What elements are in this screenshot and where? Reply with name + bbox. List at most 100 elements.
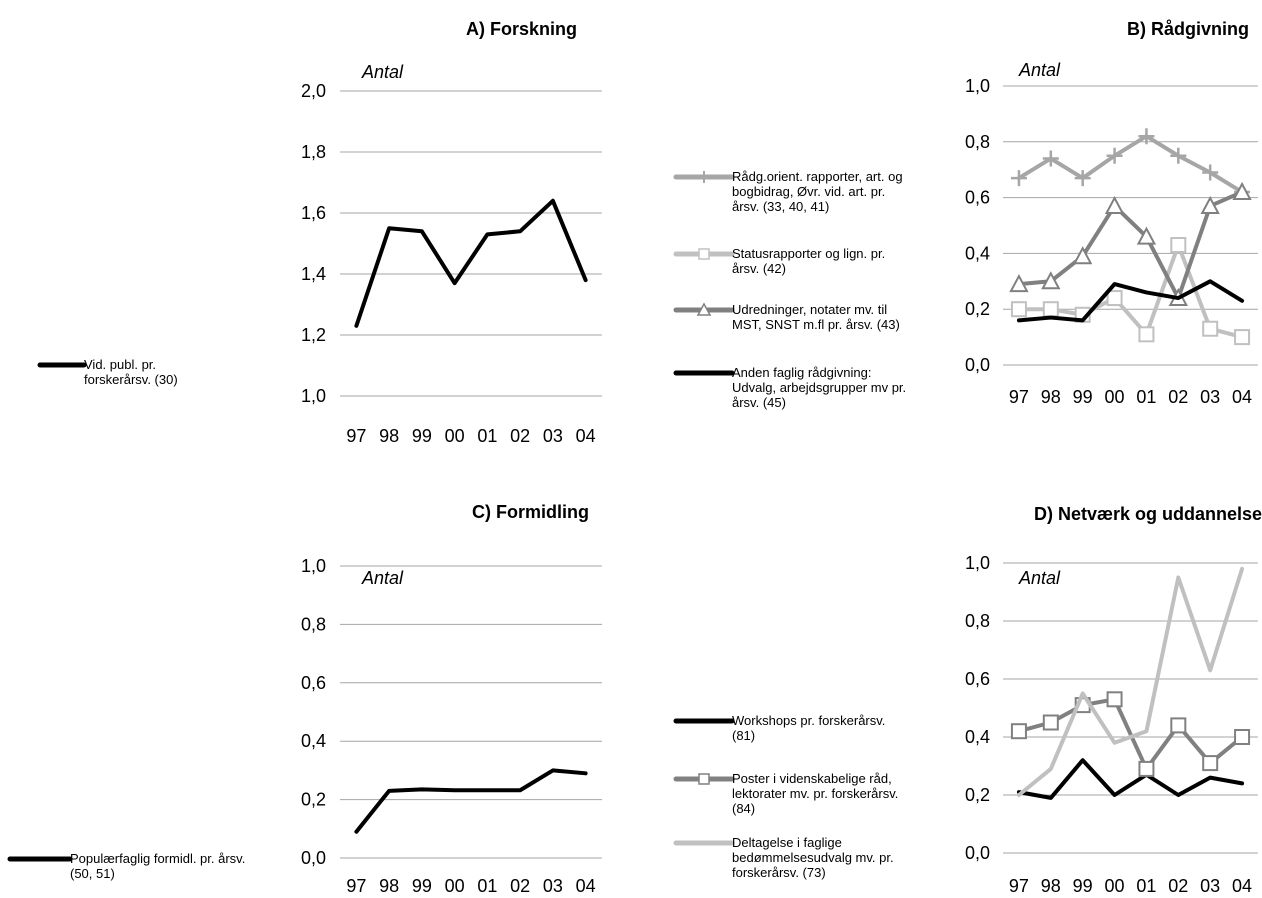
chart-3-series-1-point-5 [1170, 717, 1187, 734]
chart-1-ytick-5: 1,0 [965, 76, 990, 96]
chart-1-series-2-point-3 [1104, 195, 1125, 214]
chart-1-series-0-point-6 [1202, 164, 1219, 181]
chart-1-series-2-line [1016, 190, 1245, 301]
chart-2-ytick-1: 0,2 [301, 790, 326, 810]
chart-1-series-0-point-3 [1106, 147, 1123, 164]
chart-0-ytick-4: 1,8 [301, 142, 326, 162]
chart-0-ytick-2: 1,4 [301, 264, 326, 284]
chart-3-ytick-0: 0,0 [965, 843, 990, 863]
chart-0-xtick-7: 04 [576, 426, 596, 446]
chart-1-legend-2-marker [696, 302, 712, 316]
chart-2-xtick-4: 01 [477, 876, 497, 896]
chart-3-xtick-7: 04 [1232, 876, 1252, 896]
chart-2-xtick-1: 98 [379, 876, 399, 896]
chart-3: D) Netværk og uddannelse Antal 0,0 0,2 0,4 0,… [673, 504, 1262, 896]
chart-3-legend-1-text-1: lektorater mv. pr. forskerårsv. [732, 786, 898, 801]
chart-2-title: C) Formidling [472, 502, 589, 522]
chart-1-series-0-point-0 [1010, 170, 1027, 187]
chart-1-series-1-point-5 [1170, 237, 1187, 254]
chart-3-legend-2-text-2: forskerårsv. (73) [732, 865, 826, 880]
chart-3-xtick-1: 98 [1041, 876, 1061, 896]
chart-2: C) Formidling Antal 0,0 0,2 0,4 0,6 0,8 1,0 97 98… [7, 502, 602, 896]
chart-0-xtick-3: 00 [445, 426, 465, 446]
chart-1-xtick-1: 98 [1041, 387, 1061, 407]
chart-2-ytick-2: 0,4 [301, 731, 326, 751]
chart-3-xtick-6: 03 [1200, 876, 1220, 896]
chart-3-legend-0-text-0: Workshops pr. forskerårsv. [732, 713, 885, 728]
chart-3-xtick-4: 01 [1136, 876, 1156, 896]
chart-1-series-1-point-3 [1106, 290, 1123, 307]
chart-0-xtick-4: 01 [477, 426, 497, 446]
chart-0-xtick-0: 97 [346, 426, 366, 446]
chart-1-series-0-point-4 [1138, 128, 1155, 145]
chart-1-legend-1-text-0: Statusrapporter og lign. pr. [732, 246, 885, 261]
chart-1-ytick-2: 0,4 [965, 243, 990, 263]
chart-1-series-1-point-4 [1138, 326, 1155, 343]
chart-1-title: B) Rådgivning [1127, 19, 1249, 39]
chart-1-series-0-point-2 [1074, 170, 1091, 187]
chart-3-ytick-2: 0,4 [965, 727, 990, 747]
chart-2-xtick-7: 04 [576, 876, 596, 896]
chart-1-xtick-4: 01 [1136, 387, 1156, 407]
chart-2-series-0-line [354, 768, 588, 834]
chart-0-legend-0-text-1: forskerårsv. (30) [84, 372, 178, 387]
chart-1-series-0-line [1016, 134, 1245, 195]
chart-2-xtick-3: 00 [445, 876, 465, 896]
chart-0-xtick-2: 99 [412, 426, 432, 446]
chart-1-series-2-point-6 [1200, 195, 1220, 214]
chart-1-xtick-0: 97 [1009, 387, 1029, 407]
chart-2-xtick-6: 03 [543, 876, 563, 896]
chart-0-series-0-line [354, 198, 588, 328]
chart-0-ytick-5: 2,0 [301, 81, 326, 101]
chart-1-ytick-4: 0,8 [965, 132, 990, 152]
chart-1-ytick-0: 0,0 [965, 355, 990, 375]
chart-1-xtick-7: 04 [1232, 387, 1252, 407]
chart-1-ytick-1: 0,2 [965, 299, 990, 319]
chart-2-ytick-3: 0,6 [301, 673, 326, 693]
chart-2-legend-0-text-0: Populærfaglig formidl. pr. årsv. [70, 851, 245, 866]
chart-3-series-2-line [1016, 566, 1245, 797]
chart-1-xtick-6: 03 [1200, 387, 1220, 407]
chart-1-series-3-line [1016, 279, 1245, 323]
chart-1-legend-1-marker [698, 248, 710, 260]
chart-1-series-2-point-1 [1041, 271, 1061, 290]
chart-1-legend-2-text-1: MST, SNST m.fl pr. årsv. (43) [732, 317, 900, 332]
chart-1-series-2-point-4 [1136, 226, 1157, 245]
chart-1-legend-0-marker [698, 171, 710, 183]
chart-1-unit-label: Antal [1018, 60, 1061, 80]
chart-2-ytick-0: 0,0 [301, 848, 326, 868]
chart-3-ytick-5: 1,0 [965, 553, 990, 573]
chart-1-legend-0-text-2: årsv. (33, 40, 41) [732, 199, 829, 214]
chart-2-unit-label: Antal [361, 568, 404, 588]
chart-1-legend-0-text-1: bogbidrag, Øvr. vid. art. pr. [732, 184, 885, 199]
chart-1-series-1-point-1 [1042, 301, 1059, 318]
chart-1-xtick-2: 99 [1073, 387, 1093, 407]
chart-3-series-1-point-1 [1042, 714, 1059, 731]
chart-0: A) Forskning Antal 1,0 1,2 1,4 1,6 1,8 2,0 97 98 9… [37, 19, 602, 446]
chart-2-xtick-5: 02 [510, 876, 530, 896]
chart-1-legend-3-text-1: Udvalg, arbejdsgrupper mv pr. [732, 380, 906, 395]
chart-1-legend-3-text-2: årsv. (45) [732, 395, 786, 410]
chart-3-ytick-3: 0,6 [965, 669, 990, 689]
chart-3-series-1-point-4 [1138, 760, 1155, 777]
chart-0-ytick-1: 1,2 [301, 325, 326, 345]
chart-3-series-1-point-7 [1234, 729, 1251, 745]
chart-1-legend-2-text-0: Udredninger, notater mv. til [732, 302, 887, 317]
chart-3-legend-1-text-0: Poster i videnskabelige råd, [732, 771, 892, 786]
chart-1-xtick-5: 02 [1168, 387, 1188, 407]
chart-0-legend-0-text-0: Vid. publ. pr. [84, 357, 156, 372]
chart-3-xtick-3: 00 [1105, 876, 1125, 896]
chart-2-ytick-5: 1,0 [301, 556, 326, 576]
chart-0-title: A) Forskning [466, 19, 577, 39]
chart-1: B) Rådgivning Antal 0,0 0,2 0,4 0,6 0,8 1,0 97 98… [673, 19, 1258, 410]
chart-1-ytick-3: 0,6 [965, 188, 990, 208]
chart-3-xtick-2: 99 [1073, 876, 1093, 896]
chart-1-legend-0-text-0: Rådg.orient. rapporter, art. og [732, 169, 903, 184]
chart-3-series-0-line [1016, 758, 1245, 800]
chart-3-legend-0-text-1: (81) [732, 728, 755, 743]
chart-1-series-1-point-6 [1202, 320, 1219, 337]
chart-1-legend-1-text-1: årsv. (42) [732, 261, 786, 276]
chart-0-ytick-3: 1,6 [301, 203, 326, 223]
chart-3-legend-2-text-0: Deltagelse i faglige [732, 835, 842, 850]
